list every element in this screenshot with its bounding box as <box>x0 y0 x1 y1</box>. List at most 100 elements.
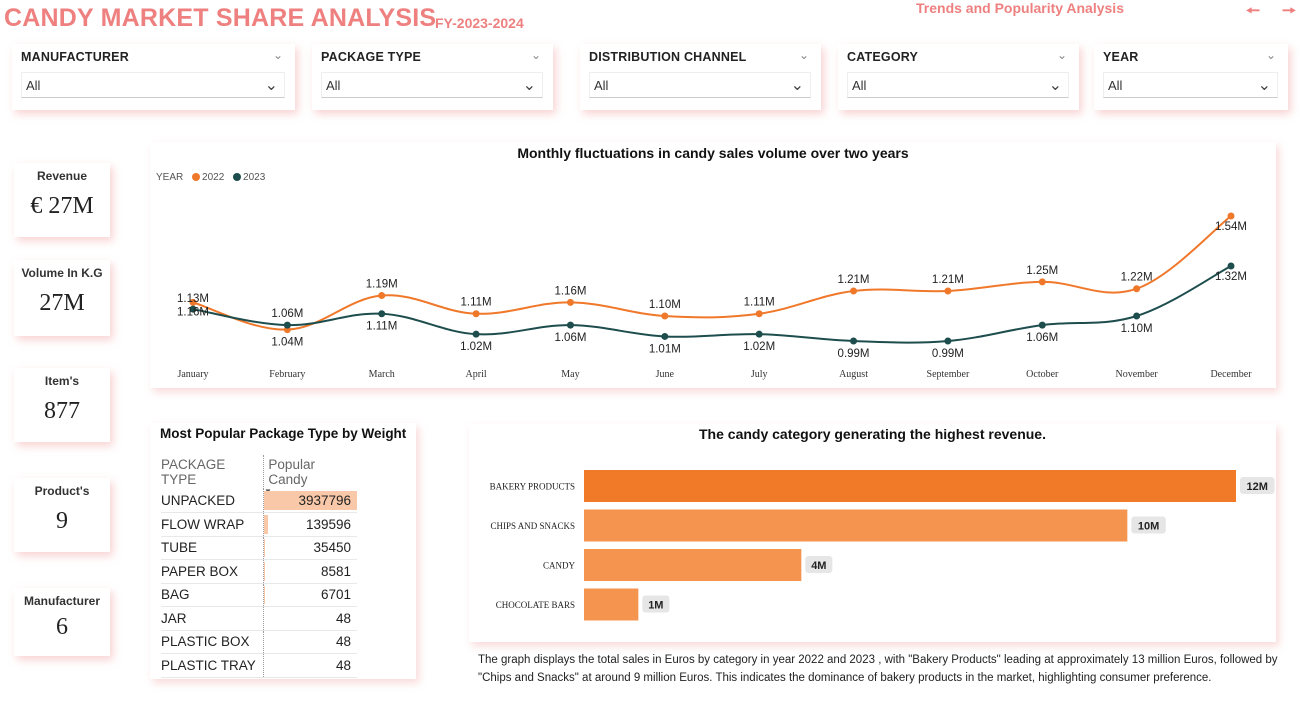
filter-manufacturer[interactable]: MANUFACTURER ⌄ All ⌄ <box>12 44 295 110</box>
package-type-select[interactable]: All ⌄ <box>321 72 543 98</box>
bar-chart-card: The candy category generating the highes… <box>469 424 1276 642</box>
kpi-label: Manufacturer <box>23 594 100 608</box>
line-chart-legend: YEAR 2022 2023 <box>156 172 265 183</box>
data-point[interactable] <box>1038 278 1046 286</box>
distribution-channel-select[interactable]: All ⌄ <box>589 72 811 98</box>
chevron-down-icon[interactable]: ⌄ <box>798 48 809 62</box>
chevron-down-icon[interactable]: ⌄ <box>790 77 804 94</box>
data-point[interactable] <box>566 321 574 329</box>
category-label: CHIPS AND SNACKS <box>490 521 575 531</box>
data-point[interactable] <box>472 330 480 338</box>
data-point[interactable] <box>566 298 574 306</box>
data-point[interactable] <box>755 330 763 338</box>
data-label: 1.01M <box>649 343 681 355</box>
nav-trends-link[interactable]: Trends and Popularity Analysis <box>916 0 1124 16</box>
year-select[interactable]: All ⌄ <box>1103 72 1278 98</box>
data-point[interactable] <box>1133 285 1141 293</box>
chevron-down-icon[interactable]: ⌄ <box>1056 48 1067 62</box>
table-row[interactable]: FLOW WRAP 139596 <box>161 512 357 537</box>
arrow-right-icon[interactable]: 🠖 <box>1282 3 1297 20</box>
chevron-down-icon[interactable]: ⌄ <box>522 77 536 94</box>
chevron-down-icon[interactable]: ⌄ <box>1265 48 1276 62</box>
chevron-down-icon[interactable]: ⌄ <box>1048 77 1062 94</box>
series-line-2023 <box>192 265 1232 344</box>
cell-value: 139596 <box>305 516 351 532</box>
bar[interactable] <box>584 470 1236 502</box>
filter-category[interactable]: CATEGORY ⌄ All ⌄ <box>838 44 1079 110</box>
bar[interactable] <box>584 509 1128 542</box>
category-label: CANDY <box>543 561 576 571</box>
x-tick-label: July <box>751 369 768 380</box>
kpi-value: € 27M <box>30 193 94 219</box>
data-point[interactable] <box>1038 321 1046 329</box>
data-point[interactable] <box>1227 212 1235 220</box>
data-point[interactable] <box>755 310 763 318</box>
data-point[interactable] <box>378 292 386 300</box>
data-point[interactable] <box>944 287 952 295</box>
data-point[interactable] <box>661 312 669 320</box>
data-label: 10M <box>1138 521 1159 533</box>
package-table-card: Most Popular Package Type by Weight ▼ PA… <box>150 423 416 679</box>
kpi-value: 877 <box>44 398 80 424</box>
table-row[interactable]: PLASTIC TRAY 48 <box>161 653 357 678</box>
filter-package-type[interactable]: PACKAGE TYPE ⌄ All ⌄ <box>312 44 553 110</box>
package-type-cell: FLOW WRAP <box>161 512 264 537</box>
data-point[interactable] <box>1133 312 1141 320</box>
data-point[interactable] <box>472 310 480 318</box>
data-point[interactable] <box>944 337 952 345</box>
table-row[interactable]: TUBE 35450 <box>161 536 357 560</box>
data-point[interactable] <box>189 305 197 313</box>
table-row[interactable]: UNPACKED 3937796 <box>161 489 357 513</box>
kpi-manufacturer: Manufacturer 6 <box>14 588 110 656</box>
data-label: 1.04M <box>271 337 303 349</box>
x-tick-label: June <box>656 369 675 380</box>
filter-label: YEAR <box>1103 50 1139 64</box>
data-label: 1M <box>648 600 663 612</box>
col-header-popular-candy[interactable]: Popular Candy <box>263 455 357 489</box>
data-point[interactable] <box>850 337 858 345</box>
data-point[interactable] <box>1227 262 1235 270</box>
chevron-down-icon[interactable]: ⌄ <box>264 77 278 94</box>
data-point[interactable] <box>850 287 858 295</box>
chevron-down-icon[interactable]: ⌄ <box>272 48 283 62</box>
arrow-left-icon[interactable]: 🠔 <box>1246 3 1261 20</box>
filter-distribution-channel[interactable]: DISTRIBUTION CHANNEL ⌄ All ⌄ <box>580 44 821 110</box>
chevron-down-icon[interactable]: ⌄ <box>530 48 541 62</box>
legend-dot-2023 <box>233 173 242 181</box>
data-label: 1.16M <box>554 285 586 297</box>
select-value: All <box>852 78 867 93</box>
manufacturer-select[interactable]: All ⌄ <box>21 72 285 98</box>
chevron-down-icon[interactable]: ⌄ <box>1257 77 1271 94</box>
table-row[interactable]: BAG 6701 <box>161 583 357 607</box>
x-tick-label: November <box>1116 369 1159 380</box>
data-label: 1.22M <box>1121 272 1153 284</box>
kpi-revenue: Revenue € 27M <box>14 163 110 237</box>
package-type-cell: UNPACKED <box>161 489 264 513</box>
data-label-bg <box>642 595 670 613</box>
bar[interactable] <box>584 588 639 621</box>
filter-year[interactable]: YEAR ⌄ All ⌄ <box>1094 44 1288 110</box>
data-label-bg <box>1240 477 1275 494</box>
data-label: 0.99M <box>838 348 870 360</box>
kpi-volume: Volume In K.G 27M <box>14 260 110 336</box>
col-header-package-type[interactable]: PACKAGE TYPE <box>161 457 226 487</box>
data-point[interactable] <box>378 310 386 318</box>
data-point[interactable] <box>283 321 291 329</box>
bar-chart-svg: BAKERY PRODUCTS 12M CHIPS AND SNACKS 10M CAN… <box>490 470 1275 621</box>
data-point[interactable] <box>661 332 669 340</box>
x-tick-label: September <box>927 369 970 380</box>
table-row[interactable]: PLASTIC BOX 48 <box>161 630 357 654</box>
category-label: CHOCOLATE BARS <box>496 600 575 610</box>
data-point[interactable] <box>189 298 197 306</box>
data-label: 1.19M <box>366 279 398 291</box>
table-row[interactable]: PAPER BOX 8581 <box>161 559 357 584</box>
data-label: 1.13M <box>177 293 209 305</box>
cell-value: 48 <box>335 657 351 673</box>
page-title: CANDY MARKET SHARE ANALYSIS <box>4 4 437 32</box>
bar[interactable] <box>584 549 802 581</box>
category-select[interactable]: All ⌄ <box>847 72 1069 98</box>
data-label: 12M <box>1247 481 1268 493</box>
data-bar <box>264 538 266 557</box>
table-row[interactable]: JAR 48 <box>161 606 357 631</box>
x-tick-label: January <box>177 369 208 380</box>
